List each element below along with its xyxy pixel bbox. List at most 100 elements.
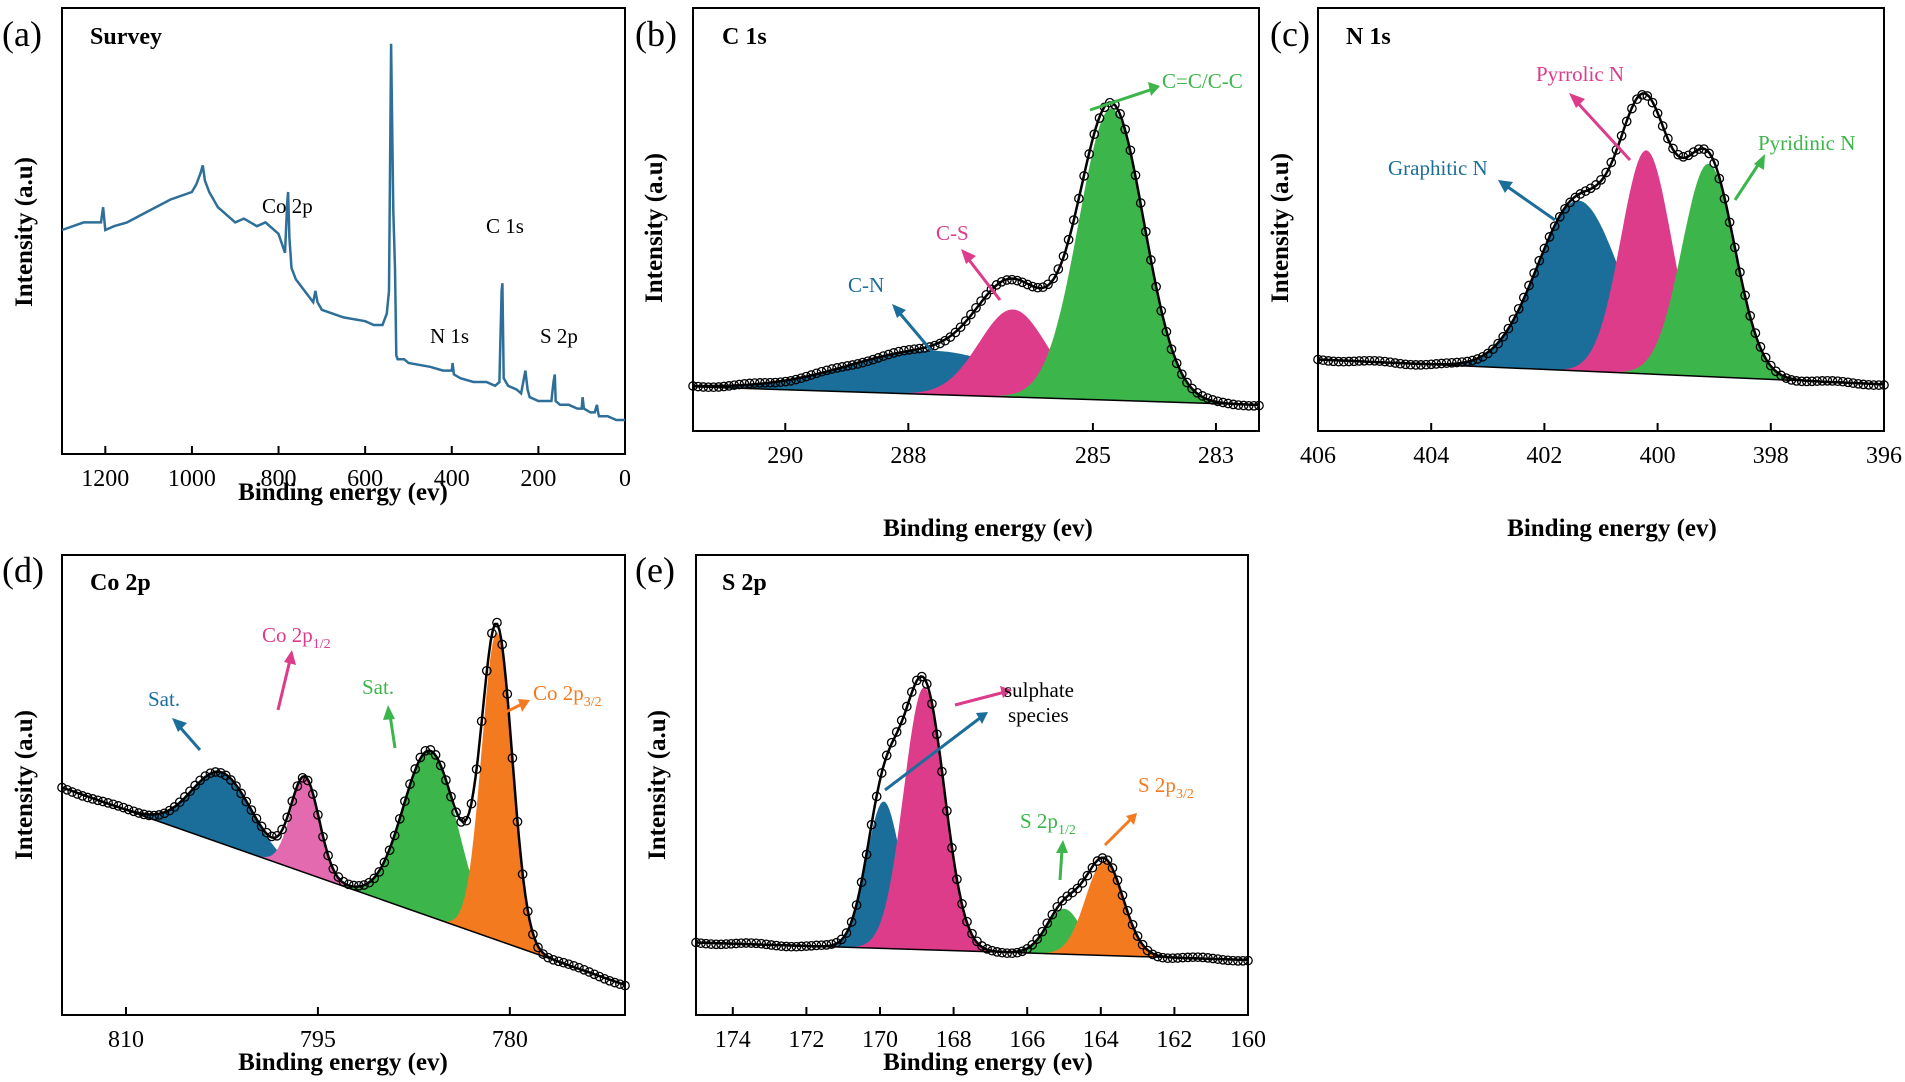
data-point — [1318, 355, 1328, 366]
data-point — [1017, 277, 1028, 288]
arrow-sulphate-blue-e — [884, 716, 981, 792]
label-s2p32-sub-e: 3/2 — [1176, 787, 1194, 802]
label-co2p12-d: Co 2p1/2 — [262, 623, 331, 652]
chart-title-c: N 1s — [1346, 24, 1391, 50]
data-point — [1663, 133, 1673, 144]
data-point — [1333, 356, 1344, 367]
x-axis-label-c: Binding energy (ev) — [1507, 515, 1717, 542]
data-point — [981, 289, 992, 300]
data-point — [1714, 173, 1725, 184]
data-point — [1354, 356, 1365, 366]
data-point — [977, 941, 987, 951]
data-point — [1472, 354, 1483, 364]
arrow-graphitic-c — [1504, 183, 1556, 222]
data-point — [604, 975, 615, 986]
data-point — [215, 767, 226, 778]
annotation-sat2-d: Sat. — [362, 675, 397, 749]
data-point — [1652, 108, 1663, 119]
peak-fill-c-3 — [1318, 163, 1884, 385]
x-tick-label: 0 — [619, 466, 631, 492]
data-point — [821, 365, 832, 376]
data-point — [246, 805, 257, 815]
data-point — [1127, 919, 1138, 930]
data-point — [888, 348, 899, 358]
data-point — [1796, 376, 1807, 387]
data-point — [205, 768, 216, 779]
data-point — [992, 947, 1002, 957]
data-point — [1827, 376, 1838, 386]
data-point — [1853, 378, 1864, 389]
data-point — [1223, 398, 1233, 409]
data-point — [857, 357, 868, 368]
data-point — [174, 797, 185, 808]
x-tick-label: 780 — [492, 1027, 528, 1053]
x-tick-label: 1200 — [81, 466, 129, 492]
data-point — [328, 863, 339, 874]
data-point — [713, 382, 724, 392]
data-point — [1313, 354, 1323, 365]
arrowhead-cs-b — [961, 249, 976, 264]
arrowhead-s2p32-e — [1126, 813, 1137, 825]
data-point — [1042, 918, 1053, 929]
data-point — [801, 371, 812, 382]
data-point — [1177, 952, 1188, 963]
data-point — [574, 962, 584, 973]
data-point — [236, 788, 246, 799]
data-point — [1719, 193, 1730, 204]
arrowhead-pyridinic-c — [1754, 154, 1765, 170]
x-tick-label: 162 — [1156, 1027, 1192, 1053]
data-point — [1812, 376, 1822, 386]
data-points-b — [688, 97, 1264, 411]
data-point — [1032, 282, 1043, 293]
data-point — [1089, 129, 1100, 140]
peak-fill-c-1 — [1318, 200, 1884, 385]
data-point — [734, 379, 745, 390]
label-s2p12-main-e: S 2p — [1020, 809, 1058, 833]
data-point — [997, 947, 1007, 958]
x-tick-label: 400 — [1640, 443, 1676, 469]
data-point — [1591, 180, 1601, 190]
data-point — [1457, 357, 1467, 367]
data-point — [82, 792, 93, 803]
data-point — [706, 939, 716, 949]
data-point — [1848, 378, 1858, 388]
data-point — [144, 810, 154, 821]
data-point — [1467, 355, 1478, 366]
data-point — [1043, 279, 1053, 290]
data-point — [967, 928, 977, 939]
plot-area-a — [61, 43, 625, 422]
data-point — [724, 381, 734, 391]
data-point — [1596, 174, 1606, 185]
chart-title-d: Co 2p — [90, 570, 151, 596]
data-point — [599, 973, 610, 984]
data-point — [430, 750, 441, 760]
data-point — [693, 381, 703, 392]
data-point — [1072, 883, 1083, 894]
data-point — [1238, 955, 1248, 966]
label-cn-b: C-N — [848, 273, 884, 297]
panel-label-c: (c) — [1270, 14, 1310, 54]
data-point — [1135, 198, 1146, 208]
arrowhead-cc-b — [1148, 82, 1160, 96]
data-point — [729, 380, 740, 391]
data-point — [873, 353, 884, 363]
data-point — [359, 880, 369, 890]
data-point — [1022, 279, 1033, 290]
data-point — [1776, 370, 1786, 381]
data-point — [1249, 400, 1259, 411]
data-point — [348, 880, 359, 891]
data-point — [1693, 144, 1704, 155]
data-point — [522, 906, 533, 917]
data-point — [502, 689, 513, 699]
data-point — [548, 954, 559, 965]
data-point — [1187, 952, 1198, 963]
data-point — [847, 360, 858, 370]
data-point — [832, 363, 842, 373]
data-point — [1374, 356, 1385, 366]
x-tick-label: 160 — [1230, 1027, 1266, 1053]
data-point — [1087, 862, 1098, 873]
data-point — [1508, 314, 1519, 325]
data-point — [916, 671, 927, 682]
data-point — [770, 377, 781, 388]
fit-envelope-e — [695, 675, 1249, 962]
